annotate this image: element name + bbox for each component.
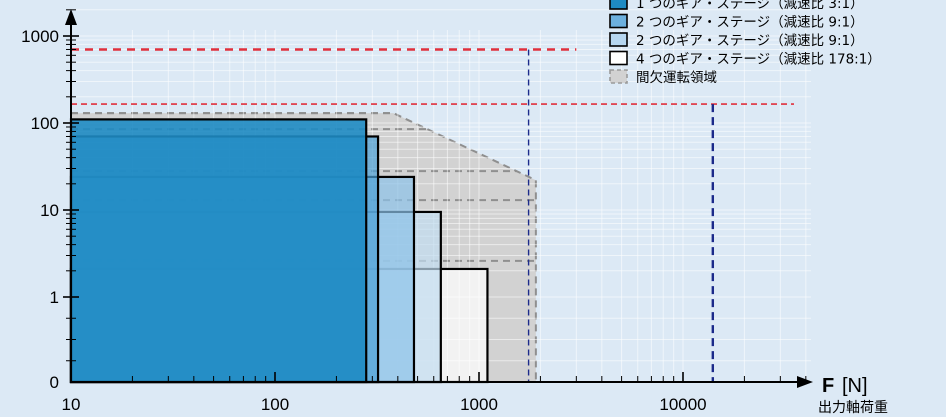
x-tick-label: 100 (261, 395, 289, 414)
y-axis-arrowhead (65, 9, 77, 25)
legend-label: 間欠運転領域 (636, 69, 717, 86)
legend-label: 1 つのギア・ステージ（減速比 3:1） (636, 0, 864, 12)
x-tick-label: 10000 (659, 395, 706, 414)
legend-swatch (609, 0, 628, 10)
x-tick-label: 1000 (460, 395, 498, 414)
x-axis-symbol: F (822, 375, 834, 397)
legend-swatch (609, 50, 628, 66)
operating-range-1 (69, 118, 368, 384)
y-tick-label: 0 (50, 373, 59, 392)
y-tick-label: 10 (40, 201, 59, 220)
legend: 1 つのギア・ステージ（減速比 3:1） 2 つのギア・ステージ（減速比 9:1）… (609, 0, 881, 86)
axes-layer: 10 100 1000 10000 0 1 10 100 1000 (21, 9, 813, 414)
y-tick-label: 1000 (21, 27, 59, 46)
y-tick-label: 100 (31, 114, 59, 133)
axis-labels: F [N] 出力軸荷重 (818, 375, 888, 416)
legend-label: 2 つのギア・ステージ（減速比 9:1） (636, 14, 864, 31)
legend-label: 2 つのギア・ステージ（減速比 9:1） (636, 32, 864, 49)
x-axis-unit: [N] (842, 375, 868, 397)
y-tick-label: 1 (50, 288, 59, 307)
x-axis-caption: 出力軸荷重 (818, 400, 888, 416)
x-axis-arrowhead (797, 376, 813, 388)
reference-lines-layer (71, 48, 794, 382)
legend-swatch (609, 69, 628, 84)
legend-swatch (609, 32, 628, 47)
legend-label: 4 つのギア・ステージ（減速比 178:1） (636, 51, 881, 68)
x-tick-label: 10 (62, 395, 81, 414)
series-layer (69, 118, 489, 384)
legend-swatch (609, 13, 628, 29)
